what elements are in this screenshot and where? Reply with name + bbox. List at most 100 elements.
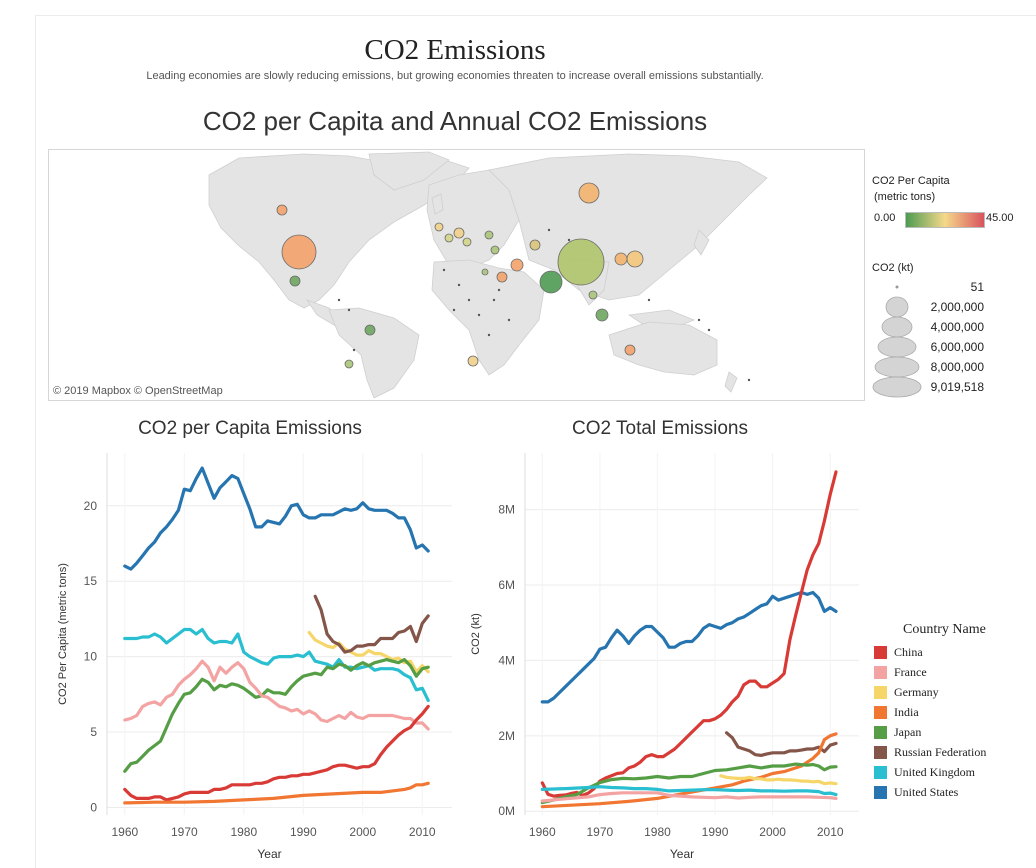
- world-map[interactable]: © 2019 Mapbox © OpenStreetMap: [48, 149, 865, 401]
- series-line-japan[interactable]: [123, 658, 430, 773]
- bubble-united-states: [281, 234, 317, 270]
- x-tick-label: 1960: [529, 825, 556, 839]
- size-legend-marker-2m: [885, 296, 909, 318]
- size-legend-label: 2,000,000: [931, 300, 985, 314]
- y-tick-label: 0M: [498, 804, 515, 818]
- y-tick-label: 10: [84, 650, 98, 664]
- legend-item-china[interactable]: China: [874, 642, 1034, 662]
- legend-label: France: [894, 664, 927, 679]
- north-america-landmass: [208, 153, 470, 309]
- series-line-china[interactable]: [123, 704, 430, 802]
- size-legend-marker-6m: [877, 336, 917, 358]
- legend-label: Russian Federation: [894, 744, 987, 759]
- bubble-china: [557, 238, 605, 286]
- series-line-united-states[interactable]: [123, 466, 430, 571]
- legend-label: United Kingdom: [894, 764, 975, 779]
- series-line-united-kingdom[interactable]: [123, 627, 430, 702]
- y-tick-label: 0: [90, 800, 97, 814]
- series-line-india[interactable]: [540, 732, 838, 809]
- color-legend-ramp[interactable]: [905, 212, 985, 228]
- bubble-turkey: [490, 245, 500, 255]
- x-axis-label: Year: [670, 847, 694, 861]
- x-tick-label: 1990: [702, 825, 729, 839]
- bubble-australia: [624, 344, 636, 356]
- bubble-mexico: [289, 275, 301, 287]
- y-axis-label: CO2 (kt): [470, 613, 482, 655]
- australia-landmass: [608, 321, 718, 376]
- y-tick-label: 4M: [498, 653, 515, 667]
- per-capita-line-chart[interactable]: 0 5 10 15 20 1960 1970 1980 1990 2000 2010 Year CO2 …: [50, 448, 460, 863]
- total-emissions-line-chart[interactable]: 0M 2M 4M 6M 8M 1960 1970 1980 1990 2000 2010 Year CO…: [465, 448, 865, 863]
- bubble-south-africa: [467, 355, 479, 367]
- y-tick-label: 2M: [498, 729, 515, 743]
- country-legend-title: Country Name: [903, 622, 986, 637]
- x-tick-label: 1970: [171, 825, 198, 839]
- legend-swatch: [874, 645, 887, 659]
- country-legend: Country Name China France Germany India Japa…: [874, 622, 1034, 802]
- legend-item-india[interactable]: India: [874, 702, 1034, 722]
- y-tick-label: 15: [84, 574, 98, 588]
- y-tick-label: 5: [90, 725, 97, 739]
- size-legend-marker-4m: [881, 316, 913, 338]
- bubble-argentina: [344, 359, 354, 369]
- series-line-russian-federation[interactable]: [313, 594, 430, 654]
- dashboard-title: CO2 Emissions: [364, 34, 546, 66]
- x-tick-label: 1980: [230, 825, 257, 839]
- series-line-russian-federation[interactable]: [725, 731, 838, 757]
- series-line-china[interactable]: [540, 470, 838, 798]
- legend-item-japan[interactable]: Japan: [874, 722, 1034, 742]
- legend-swatch: [874, 665, 887, 679]
- series-line-united-states[interactable]: [540, 590, 838, 704]
- world-map-canvas: [208, 151, 768, 399]
- per-capita-chart-title: CO2 per Capita Emissions: [138, 418, 362, 439]
- size-legend-marker-8m: [874, 356, 920, 378]
- series-line-india[interactable]: [123, 781, 430, 805]
- bubble-germany: [453, 227, 465, 239]
- x-tick-label: 1980: [644, 825, 671, 839]
- legend-item-germany[interactable]: Germany: [874, 682, 1034, 702]
- new-zealand-landmass: [724, 371, 738, 393]
- legend-swatch: [874, 705, 887, 719]
- bubble-france: [444, 233, 454, 243]
- y-axis-label: CO2 Per Capita (metric tons): [57, 563, 69, 705]
- africa-landmass: [431, 259, 545, 376]
- map-title: CO2 per Capita and Annual CO2 Emissions: [202, 106, 708, 136]
- y-tick-label: 8M: [498, 503, 515, 517]
- dashboard-frame: [35, 15, 1036, 868]
- legend-item-united-kingdom[interactable]: United Kingdom: [874, 762, 1034, 782]
- greenland-landmass: [368, 151, 450, 191]
- size-legend-label: 6,000,000: [931, 340, 985, 354]
- legend-item-france[interactable]: France: [874, 662, 1034, 682]
- legend-item-russian-federation[interactable]: Russian Federation: [874, 742, 1034, 762]
- series-line-japan[interactable]: [540, 762, 838, 805]
- size-legend[interactable]: 51 2,000,000 4,000,000 6,000,000 8,000,0…: [872, 278, 1032, 398]
- bubble-united-kingdom: [434, 222, 444, 232]
- bubble-kazakhstan: [529, 239, 541, 251]
- legend-item-united-states[interactable]: United States: [874, 782, 1034, 802]
- bubble-iran: [510, 258, 524, 272]
- size-legend-marker-9m: [872, 376, 922, 398]
- x-tick-label: 1990: [290, 825, 317, 839]
- south-america-landmass: [328, 307, 420, 399]
- bubble-brazil: [364, 324, 376, 336]
- bubble-south-korea: [614, 252, 628, 266]
- series-line-france[interactable]: [123, 659, 430, 731]
- color-legend-max: 45.00: [986, 212, 1014, 224]
- x-axis-label: Year: [257, 847, 281, 861]
- x-tick-label: 2010: [817, 825, 844, 839]
- bubble-japan: [626, 250, 644, 268]
- color-legend-min: 0.00: [874, 212, 896, 224]
- series-line-united-kingdom[interactable]: [540, 785, 838, 797]
- color-legend-title-line1: CO2 Per Capita: [872, 175, 950, 187]
- bubble-italy: [462, 237, 472, 247]
- legend-label: Japan: [894, 724, 922, 739]
- size-legend-marker-51: [895, 285, 899, 289]
- uk-landmass: [431, 193, 444, 215]
- bubble-egypt: [481, 268, 489, 276]
- dashboard-subtitle: Leading economies are slowly reducing em…: [146, 70, 764, 82]
- y-tick-label: 20: [84, 499, 98, 513]
- japan-landmass: [693, 229, 710, 256]
- series-line-france[interactable]: [540, 791, 838, 803]
- legend-label: Germany: [894, 684, 939, 699]
- series-line-germany[interactable]: [719, 774, 838, 786]
